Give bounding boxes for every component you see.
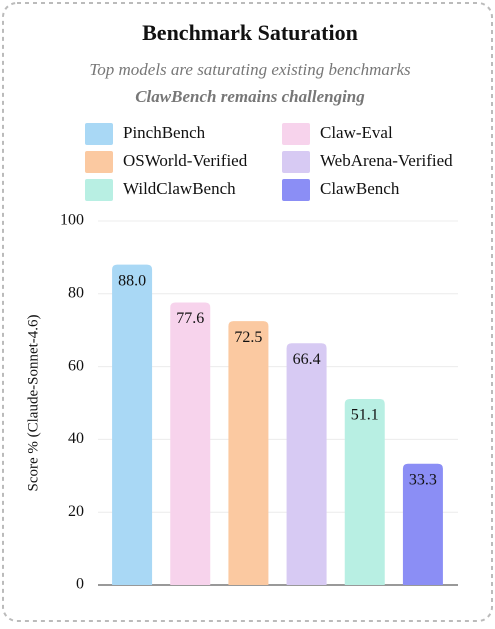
value-label: 51.1 bbox=[351, 407, 379, 424]
value-label: 33.3 bbox=[409, 471, 437, 488]
legend-swatch bbox=[282, 151, 310, 173]
value-label: 77.6 bbox=[176, 310, 204, 327]
bar bbox=[170, 302, 211, 585]
value-label: 88.0 bbox=[118, 272, 146, 289]
y-tick-label: 20 bbox=[68, 503, 84, 520]
value-label: 66.4 bbox=[293, 351, 321, 368]
value-label: 72.5 bbox=[234, 329, 262, 346]
y-axis-label: Score % (Claude-Sonnet-4.6) bbox=[25, 314, 41, 491]
chart-title: Benchmark Saturation bbox=[142, 20, 358, 45]
bar bbox=[344, 398, 385, 585]
legend-swatch bbox=[282, 123, 310, 145]
y-tick-label: 100 bbox=[60, 212, 84, 229]
chart-subtitle: ClawBench remains challenging bbox=[135, 87, 365, 106]
bar bbox=[112, 264, 153, 585]
y-tick-label: 60 bbox=[68, 357, 84, 374]
legend-swatch bbox=[85, 179, 113, 201]
legend-swatch bbox=[85, 123, 113, 145]
legend-swatch bbox=[282, 179, 310, 201]
legend-swatch bbox=[85, 151, 113, 173]
legend-label: PinchBench bbox=[123, 123, 206, 142]
legend-label: ClawBench bbox=[320, 179, 400, 198]
bar bbox=[228, 321, 269, 585]
y-tick-label: 40 bbox=[68, 430, 84, 447]
legend-label: WebArena-Verified bbox=[320, 151, 453, 170]
chart-subtitle: Top models are saturating existing bench… bbox=[89, 60, 411, 79]
legend-label: WildClawBench bbox=[123, 179, 236, 198]
y-tick-label: 80 bbox=[68, 284, 84, 301]
bar bbox=[286, 343, 327, 585]
bar bbox=[402, 463, 443, 585]
legend-label: Claw-Eval bbox=[320, 123, 393, 142]
y-tick-label: 0 bbox=[76, 576, 84, 593]
legend-label: OSWorld-Verified bbox=[123, 151, 248, 170]
